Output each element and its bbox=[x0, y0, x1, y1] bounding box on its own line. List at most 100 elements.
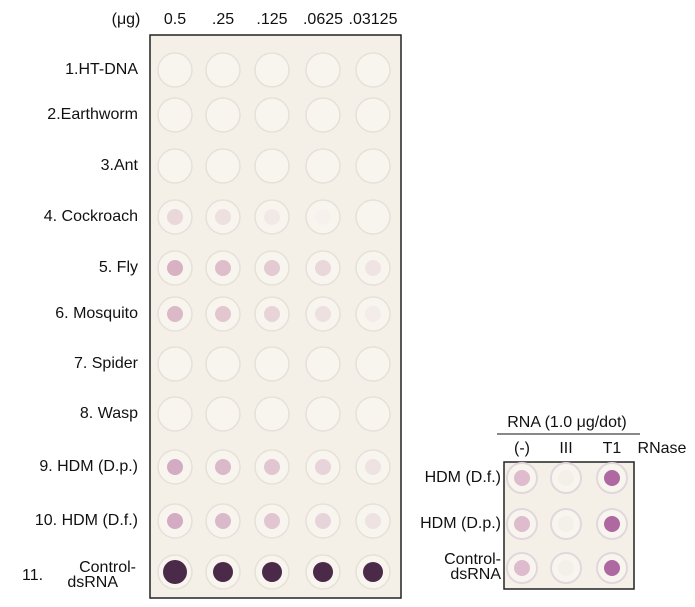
inset-row-label-line: Control- bbox=[444, 551, 501, 568]
dot-ring bbox=[305, 503, 341, 539]
dot-ring bbox=[355, 503, 391, 539]
column-label: 0.5 bbox=[164, 11, 186, 28]
inset-row-label: HDM (D.f.) bbox=[425, 469, 501, 486]
dot-ring bbox=[157, 52, 193, 88]
dot bbox=[363, 562, 383, 582]
dot-ring bbox=[205, 97, 241, 133]
dot bbox=[262, 562, 282, 582]
row-label: 2.Earthworm bbox=[47, 106, 138, 123]
row-label: 10. HDM (D.f.) bbox=[35, 512, 138, 529]
inset-dot-ring bbox=[550, 462, 582, 494]
dot-ring bbox=[305, 148, 341, 184]
inset-dot bbox=[514, 516, 530, 532]
dot bbox=[365, 513, 381, 529]
inset-dot bbox=[514, 470, 530, 486]
row-label: 6. Mosquito bbox=[55, 305, 138, 322]
column-label: .03125 bbox=[349, 11, 398, 28]
inset-row-label-line: dsRNA bbox=[450, 566, 501, 583]
row-label-line: Control- bbox=[79, 559, 136, 576]
dot bbox=[264, 209, 280, 225]
inset-dot bbox=[558, 516, 574, 532]
dot-ring bbox=[305, 52, 341, 88]
dot-ring bbox=[305, 296, 341, 332]
dot bbox=[215, 306, 231, 322]
inset-column-label: III bbox=[559, 440, 572, 457]
row-label: 8. Wasp bbox=[80, 405, 138, 422]
row-label: 7. Spider bbox=[74, 355, 139, 372]
inset-column-label: T1 bbox=[603, 440, 622, 457]
dot bbox=[215, 209, 231, 225]
dot bbox=[315, 513, 331, 529]
inset-dot bbox=[558, 470, 574, 486]
dot-ring bbox=[355, 250, 391, 286]
inset-title: RNA (1.0 μg/dot) bbox=[507, 414, 627, 431]
row-label-line: dsRNA bbox=[67, 574, 118, 591]
dot-ring bbox=[355, 449, 391, 485]
dot bbox=[264, 513, 280, 529]
dot bbox=[313, 562, 333, 582]
inset-row-label: HDM (D.p.) bbox=[420, 515, 501, 532]
dot bbox=[365, 459, 381, 475]
dot-ring bbox=[157, 346, 193, 382]
dot-ring bbox=[205, 52, 241, 88]
dot bbox=[264, 459, 280, 475]
dot bbox=[365, 306, 381, 322]
dot bbox=[315, 459, 331, 475]
dot bbox=[215, 513, 231, 529]
row-label: 4. Cockroach bbox=[44, 208, 138, 225]
dot-ring bbox=[355, 396, 391, 432]
dot bbox=[167, 306, 183, 322]
inset-dot bbox=[604, 516, 620, 532]
dot-ring bbox=[254, 396, 290, 432]
dot-ring bbox=[305, 97, 341, 133]
dot bbox=[315, 209, 331, 225]
dot-ring bbox=[205, 148, 241, 184]
dot-ring bbox=[305, 199, 341, 235]
dot-ring bbox=[355, 148, 391, 184]
column-label: .125 bbox=[256, 11, 287, 28]
dot-ring bbox=[305, 346, 341, 382]
dot-ring bbox=[254, 296, 290, 332]
dot bbox=[167, 513, 183, 529]
dot-ring bbox=[205, 346, 241, 382]
dot-ring bbox=[355, 296, 391, 332]
inset-dot bbox=[558, 560, 574, 576]
dot bbox=[163, 560, 187, 584]
dot-ring bbox=[205, 396, 241, 432]
dot-ring bbox=[355, 346, 391, 382]
dot-ring bbox=[305, 449, 341, 485]
inset-dot-ring bbox=[550, 508, 582, 540]
dot bbox=[315, 260, 331, 276]
dot-ring bbox=[157, 148, 193, 184]
dot-ring bbox=[157, 396, 193, 432]
row-label: 1.HT-DNA bbox=[65, 61, 138, 78]
dot-ring bbox=[205, 199, 241, 235]
dot bbox=[213, 562, 233, 582]
column-label: .0625 bbox=[303, 11, 343, 28]
inset-column-label: (-) bbox=[514, 440, 530, 457]
dot bbox=[215, 459, 231, 475]
inset-dot bbox=[604, 470, 620, 486]
dot-ring bbox=[254, 346, 290, 382]
inset-suffix: RNase bbox=[638, 440, 687, 457]
unit-label: (μg) bbox=[112, 11, 141, 28]
dot bbox=[264, 260, 280, 276]
dot-ring bbox=[355, 199, 391, 235]
dot-ring bbox=[305, 396, 341, 432]
inset-dot bbox=[604, 560, 620, 576]
dot-ring bbox=[355, 52, 391, 88]
dot-ring bbox=[355, 97, 391, 133]
dot bbox=[167, 260, 183, 276]
dot-ring bbox=[254, 148, 290, 184]
dot bbox=[264, 306, 280, 322]
inset-dot bbox=[514, 560, 530, 576]
dot bbox=[167, 459, 183, 475]
column-label: .25 bbox=[212, 11, 234, 28]
row-label: 9. HDM (D.p.) bbox=[39, 458, 138, 475]
dot bbox=[215, 260, 231, 276]
dot-ring bbox=[157, 97, 193, 133]
dot-ring bbox=[254, 97, 290, 133]
dot-ring bbox=[254, 199, 290, 235]
row-label: 5. Fly bbox=[99, 259, 138, 276]
